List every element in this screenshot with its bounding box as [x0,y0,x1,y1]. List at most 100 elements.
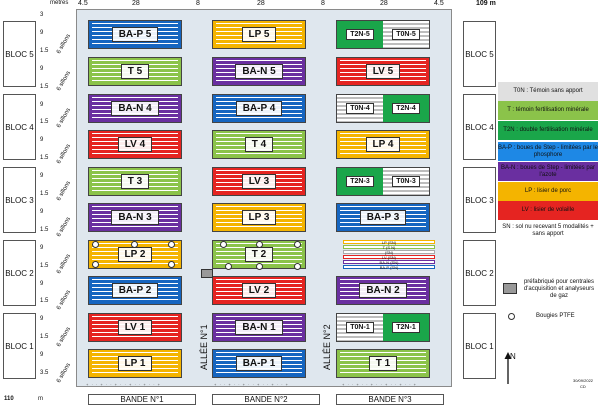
plot-label: LV 4 [117,137,153,152]
plot-label: BA-N 1 [235,320,283,335]
legend-item: LV : lisier de volaille [498,201,598,220]
plot: BA-P 3 [336,203,430,232]
bougie-ptfe-marker [92,261,99,268]
plot-label: LV 5 [365,64,401,79]
plot: LP 5 [212,20,306,49]
sillons-label: 6 sillons [56,326,73,348]
sillons-label: 6 sillons [56,107,73,129]
bougie-legend-icon [508,313,515,320]
sillons-label: 6 sillons [56,70,73,92]
split-plot-half: T2N-1 [383,314,429,341]
scale-left-edge: 4.5 [78,0,88,7]
plot: LV 1 [88,313,182,342]
split-plot-label: T2N-3 [346,176,374,187]
scale-gap-2: 8 [321,0,325,7]
bloc-label: BLOC 4 [463,94,496,160]
bloc-label: BLOC 1 [463,313,496,379]
split-plot: T0N-4 T2N-4 [336,94,430,123]
row-spacing-label: 9 [40,101,44,108]
row-spacing-label: 9 [40,244,44,251]
bande-3: BANDE N°3 [336,394,444,405]
north-label: N [510,352,516,361]
sillons-label: 6 sillons [56,180,73,202]
total-height: 110 [4,396,14,402]
sol-nu-row: BA-N (SN) [343,260,435,265]
split-plot-label: T2N-5 [346,29,374,40]
split-plot-half: T0N-3 [383,168,429,195]
plot-label: LV 1 [117,320,153,335]
plot: LP 2 [88,240,182,269]
plot-label: LP 2 [117,247,153,262]
bougie-ptfe-marker [92,241,99,248]
plot-label: T 1 [368,356,398,371]
split-plot-label: T0N-1 [346,322,374,333]
plot-label: LV 2 [241,283,277,298]
sillons-label: 6 sillons [56,362,73,384]
split-plot-label: T2N-4 [392,103,420,114]
north-arrow-icon [504,352,512,384]
bande-1: BANDE N°1 [88,394,196,405]
row-spacing-label: 1.5 [40,83,49,90]
plot: LV 2 [212,276,306,305]
plot: BA-N 2 [336,276,430,305]
row-spacing-label: 9 [40,29,44,36]
legend-item: BA-P : boues de Step - limitées par le p… [498,142,598,161]
plot: T 4 [212,130,306,159]
plot-label: BA-P 1 [235,356,283,371]
scale-gap-1: 8 [196,0,200,7]
total-width: 109 m [476,0,496,7]
scale-unit-label: mètres [50,0,69,6]
bougie-ptfe-marker [131,241,138,248]
height-unit: m [38,396,43,402]
scale-band-3: 28 [380,0,388,7]
plot: LP 3 [212,203,306,232]
sol-nu-row: BA-P (SN) [343,265,435,270]
legend-sn: SN : sol nu recevant 5 modalités + sans … [498,222,598,240]
sol-nu-row: LP (SN) [343,240,435,245]
row-spacing-label: 3 [40,12,44,18]
row-spacing-label: 1.5 [40,226,49,233]
split-plot-half: T2N-3 [337,168,383,195]
plot: LP 4 [336,130,430,159]
plot-label: BA-N 2 [359,283,407,298]
bloc-label: BLOC 4 [3,94,36,160]
sillons-label: 6 sillons [56,33,73,55]
ticks-band-3: + · · + · · + · · + · · + · · + [342,382,418,387]
bloc-label: BLOC 1 [3,313,36,379]
plot: T 1 [336,349,430,378]
row-spacing-label: 1.5 [40,334,49,341]
plot: LV 5 [336,57,430,86]
author-label: CD [580,384,586,389]
prefab-legend-label: préfabriqué pour centrales d'acquisition… [523,279,595,299]
plot-label: T 5 [120,64,150,79]
ticks-band-1: + · · + · · + · · + · · + · · + [86,382,162,387]
plot-label: BA-N 3 [111,210,159,225]
bougie-ptfe-marker [225,263,232,270]
plot: LV 3 [212,167,306,196]
plot-label: T 2 [244,247,274,262]
plot-label: BA-P 5 [111,27,159,42]
plot: BA-N 3 [88,203,182,232]
bougie-ptfe-marker [294,241,301,248]
plot: BA-P 5 [88,20,182,49]
bloc-label: BLOC 3 [3,167,36,233]
row-spacing-label: 1.5 [40,298,49,305]
legend-item: LP : lisier de porc [498,182,598,201]
split-plot: T2N-3 T0N-3 [336,167,430,196]
plot-label: LP 3 [241,210,277,225]
row-spacing-label: 9 [40,173,44,180]
plot: T 2 [212,240,306,269]
row-spacing-label: 9 [40,280,44,287]
legend-item: T : témoin fertilisation minérale [498,101,598,120]
row-spacing-label: 9 [40,352,44,359]
sillons-label: 6 sillons [56,216,73,238]
plot-label: BA-N 4 [111,101,159,116]
split-plot-label: T0N-5 [392,29,420,40]
plot-label: LP 4 [365,137,401,152]
split-plot-half: T0N-1 [337,314,383,341]
plot-label: BA-P 3 [359,210,407,225]
sol-nu-row: (SN) [343,250,435,255]
bougie-ptfe-marker [220,241,227,248]
sol-nu-row: T (S N) [343,245,435,250]
plot: T 5 [88,57,182,86]
